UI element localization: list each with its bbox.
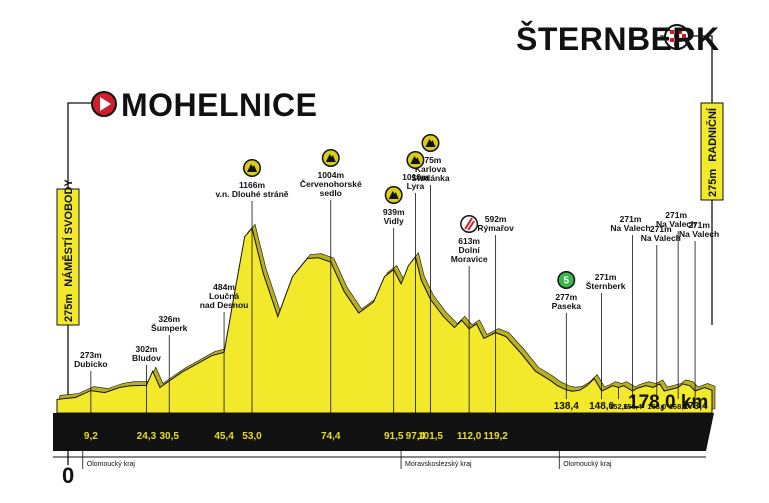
km-marker-label: 30,5 xyxy=(159,431,179,442)
waypoint-label: 484m Loučná nad Desnou xyxy=(200,282,249,310)
elevation-profile xyxy=(56,223,716,414)
waypoint-icons: 5 xyxy=(243,134,576,289)
svg-text:275m RADNIČNÍ: 275m RADNIČNÍ xyxy=(706,107,719,197)
mountain-climb-icon xyxy=(243,159,262,177)
km-marker-label: 156,4 xyxy=(623,402,643,411)
km-marker-label: 53,0 xyxy=(242,431,262,442)
waypoint-label: 271m Na Valech xyxy=(610,214,650,233)
km-marker-label: 45,4 xyxy=(214,431,234,442)
km-marker-label: 24,3 xyxy=(137,431,157,442)
km-marker-label: 152,6 xyxy=(609,402,628,411)
km-marker-label: 163,0 xyxy=(647,402,666,411)
start-km-zero: 0 xyxy=(62,463,74,488)
mountain-climb-icon xyxy=(406,151,425,169)
waypoint-label: 271m Na Valech xyxy=(656,210,696,229)
total-distance: 178,0 km xyxy=(628,392,708,413)
waypoint-label: 273m Dubicko xyxy=(74,350,108,369)
waypoint-label: 271m Na Valech xyxy=(679,220,719,239)
waypoint-label: 613m Dolní Moravice xyxy=(451,236,488,264)
start-altitude: 275m xyxy=(63,294,75,322)
region-label: Olomoucký kraj xyxy=(563,461,612,468)
start-town: MOHELNICE xyxy=(121,87,318,123)
svg-text:275m NÁMĚSTÍ SVOBODY: 275m NÁMĚSTÍ SVOBODY xyxy=(62,179,75,322)
feed-zone-icon: 5 xyxy=(557,271,576,289)
start-place: NÁMĚSTÍ SVOBODY xyxy=(62,179,75,287)
waypoint-label: 939m Vidly xyxy=(383,207,405,226)
waypoint-label: 592m Rýmařov xyxy=(477,214,514,233)
waypoint-label: 271m Na Valech xyxy=(641,224,681,243)
km-marker-label: 119,2 xyxy=(483,431,508,442)
start-place-box: 275m NÁMĚSTÍ SVOBODY xyxy=(56,179,80,326)
finish-place-box: 275m RADNIČNÍ xyxy=(700,102,724,201)
mountain-climb-icon xyxy=(384,186,403,204)
feed-zone-number: 5 xyxy=(563,276,569,287)
waypoint-label: 302m Bludov xyxy=(132,344,161,363)
km-marker-label: 138,4 xyxy=(554,401,579,412)
waypoint-label: 277m Paseka xyxy=(552,292,582,311)
km-marker-label: 74,4 xyxy=(321,431,341,442)
waypoint-label: 775m Karlova Studánka xyxy=(411,155,450,183)
mountain-climb-icon xyxy=(321,149,340,167)
mountain-climb-icon xyxy=(421,134,440,152)
km-marker-label: 9,2 xyxy=(84,431,98,442)
sprint-bonus-icon xyxy=(460,215,479,233)
waypoint-label: 1010m Lyra xyxy=(402,172,429,191)
km-marker-label: 173,4 xyxy=(683,401,708,412)
waypoint-label: 271m Šternberk xyxy=(586,272,626,291)
waypoint-label: 326m Šumperk xyxy=(151,314,188,333)
km-marker-label: 97,4 xyxy=(406,431,426,442)
km-marker-label: 91,5 xyxy=(384,431,404,442)
start-flag-icon xyxy=(91,91,117,117)
finish-altitude: 275m xyxy=(707,169,719,197)
waypoint-labels: 273m Dubicko 302m Bludov 326m Šumperk 484m Louč… xyxy=(74,155,719,369)
marker-lines xyxy=(90,185,696,413)
km-marker-label: 101,5 xyxy=(418,431,443,442)
region-label: Moravskoslezský kraj xyxy=(405,461,472,468)
distance-band-bar xyxy=(53,413,714,451)
finish-place: RADNIČNÍ xyxy=(706,107,719,162)
region-label: Olomoucký kraj xyxy=(87,461,136,468)
profile-area xyxy=(56,227,713,414)
km-marker-label: 168,8 xyxy=(669,402,688,411)
finish-town: ŠTERNBERK xyxy=(516,21,720,57)
waypoint-label: 1004m Červenohorské sedlo xyxy=(300,170,362,198)
km-marker-label: 148,0 xyxy=(589,401,614,412)
waypoint-label: 1166m v.n. Dlouhé stráně xyxy=(215,180,288,199)
km-marker-label: 112,0 xyxy=(457,431,482,442)
finish-flag-icon xyxy=(664,24,690,50)
